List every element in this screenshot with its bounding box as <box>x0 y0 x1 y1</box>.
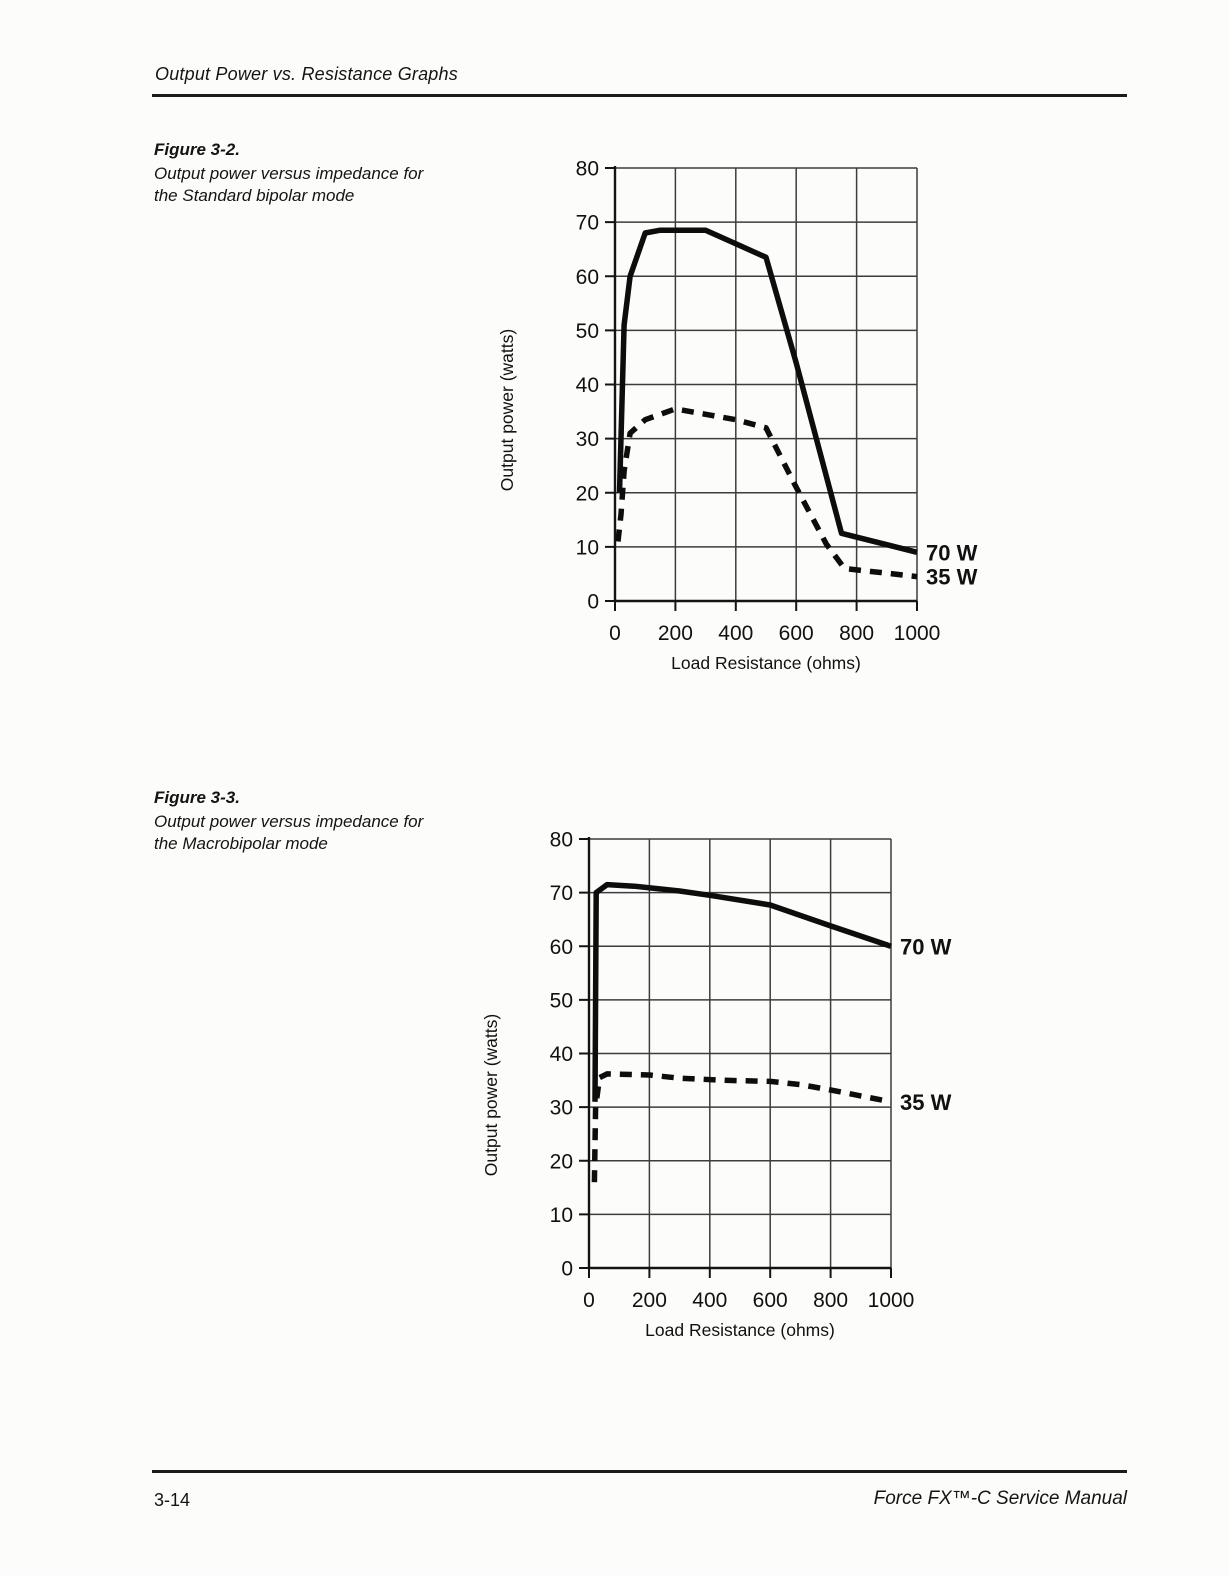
y-tick-label: 0 <box>561 1258 573 1281</box>
figure-3-3-caption-title: Figure 3-3. <box>154 788 240 807</box>
y-tick-label: 50 <box>550 989 573 1012</box>
series-end-label: 70 W <box>900 934 952 959</box>
y-tick-label: 50 <box>576 320 599 343</box>
y-tick-label: 30 <box>576 428 599 451</box>
figure-3-2-caption-line: the Standard bipolar mode <box>154 186 355 205</box>
x-tick-label: 200 <box>632 1289 667 1312</box>
figure-3-2-caption: Figure 3-2. Output power versus impedanc… <box>154 139 484 207</box>
series-curve-dashed <box>591 1071 892 1183</box>
series-end-label: 35 W <box>926 565 978 590</box>
y-tick-label: 20 <box>550 1150 573 1173</box>
y-tick-label: 0 <box>587 591 599 614</box>
series-curve-dashed <box>615 406 918 580</box>
figure-3-2-caption-line: Output power versus impedance for <box>154 164 424 183</box>
x-axis-title: Load Resistance (ohms) <box>645 1320 835 1340</box>
series-end-label: 35 W <box>900 1090 952 1115</box>
y-tick-label: 80 <box>550 829 573 852</box>
y-axis-title: Output power (watts) <box>497 329 517 491</box>
y-tick-label: 20 <box>576 482 599 505</box>
x-tick-label: 600 <box>779 622 814 645</box>
figure-3-3-chart: 0 200 400 600 800 1000 0 10 20 30 40 50 60 70 80 Load R… <box>481 829 952 1341</box>
footer-manual-title: Force FX™-C Service Manual <box>873 1488 1127 1509</box>
page-header-title: Output Power vs. Resistance Graphs <box>155 64 458 84</box>
figure-3-3-caption-line: the Macrobipolar mode <box>154 834 328 853</box>
x-tick-label: 1000 <box>894 622 941 645</box>
y-tick-label: 10 <box>576 536 599 559</box>
y-axis-title: Output power (watts) <box>481 1014 501 1176</box>
figure-3-2-chart: 0 200 400 600 800 1000 0 10 20 30 40 50 60 70 80 Load R… <box>497 158 978 674</box>
header-rule <box>152 94 1127 97</box>
y-tick-label: 70 <box>550 882 573 905</box>
x-tick-label: 400 <box>718 622 753 645</box>
x-tick-label: 600 <box>753 1289 788 1312</box>
x-tick-label: 800 <box>813 1289 848 1312</box>
footer-page-number: 3-14 <box>154 1490 191 1510</box>
x-tick-label: 1000 <box>868 1289 915 1312</box>
series-curve-solid <box>616 227 918 555</box>
x-tick-label: 0 <box>609 622 621 645</box>
y-tick-label: 10 <box>550 1204 573 1227</box>
y-tick-label: 60 <box>550 936 573 959</box>
x-tick-label: 0 <box>583 1289 595 1312</box>
y-tick-label: 70 <box>576 212 599 235</box>
y-tick-label: 80 <box>576 158 599 181</box>
figure-3-3-caption-line: Output power versus impedance for <box>154 812 424 831</box>
series-curve-solid <box>592 881 892 1102</box>
x-tick-label: 800 <box>839 622 874 645</box>
figure-3-3-caption: Figure 3-3. Output power versus impedanc… <box>154 787 484 855</box>
y-tick-label: 30 <box>550 1097 573 1120</box>
x-tick-label: 400 <box>692 1289 727 1312</box>
figure-3-2-caption-title: Figure 3-2. <box>154 140 240 159</box>
x-axis-title: Load Resistance (ohms) <box>671 653 861 673</box>
y-tick-label: 40 <box>576 374 599 397</box>
y-tick-label: 60 <box>576 266 599 289</box>
y-tick-label: 40 <box>550 1043 573 1066</box>
series-end-label: 70 W <box>926 540 978 565</box>
x-tick-label: 200 <box>658 622 693 645</box>
footer-rule <box>152 1470 1127 1473</box>
